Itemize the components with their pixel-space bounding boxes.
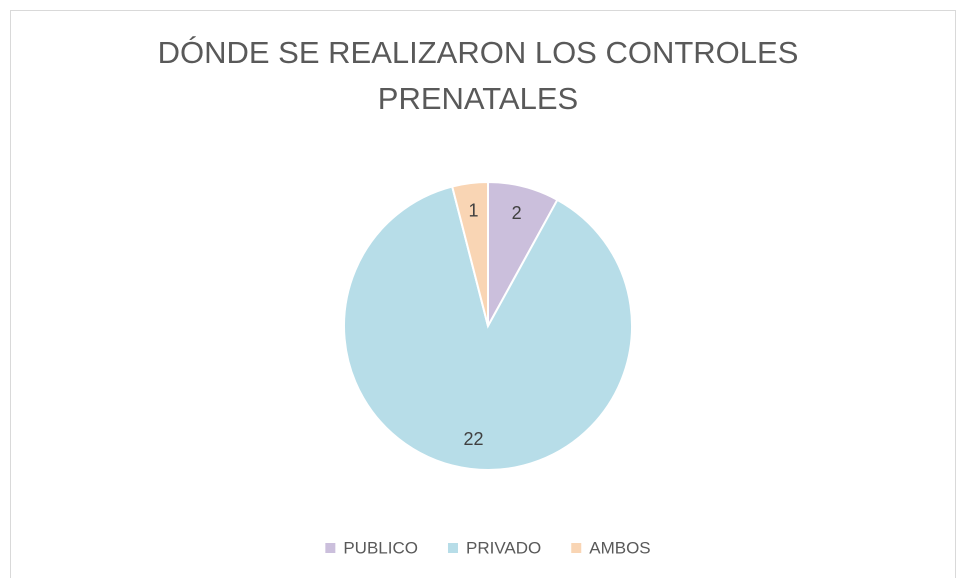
legend-label: AMBOS: [589, 538, 650, 557]
pie-slice: [343, 185, 633, 471]
legend-label: PRIVADO: [466, 538, 541, 557]
legend-swatch: [571, 543, 582, 553]
legend-swatch: [447, 543, 458, 553]
data-label: 1: [469, 200, 479, 220]
legend-swatch: [325, 543, 336, 553]
chart-title: DÓNDE SE REALIZARON LOS CONTROLES PRENAT…: [157, 35, 799, 116]
data-label: 22: [464, 429, 484, 449]
data-label: 2: [512, 203, 522, 223]
pie-slice: [450, 180, 489, 327]
legend-label: PUBLICO: [343, 538, 418, 557]
